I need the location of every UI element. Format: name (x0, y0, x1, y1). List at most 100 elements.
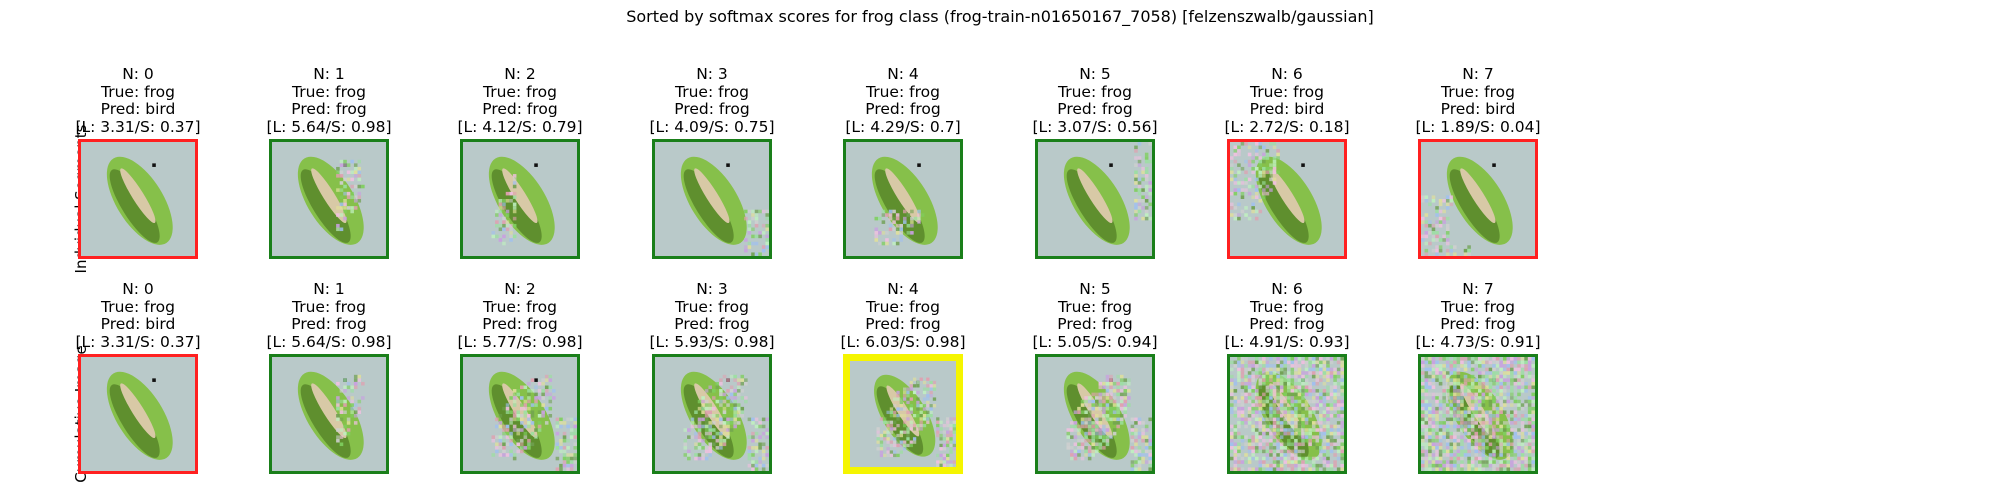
frog-image (1421, 142, 1535, 256)
score-label: [L: 5.05/S: 0.94] (1032, 332, 1158, 351)
score-label: [L: 3.31/S: 0.37] (75, 332, 201, 351)
true-label: True: frog (675, 82, 749, 101)
panel-title: N: 3 True: frog Pred: frog [L: 5.93/S: 0.98… (612, 280, 812, 351)
frog-eye (1109, 163, 1113, 167)
gaussian-noise (1066, 374, 1152, 471)
frog-stripe (885, 168, 921, 224)
panel-index: N: 0 (122, 65, 154, 83)
score-label: [L: 5.64/S: 0.98] (266, 332, 392, 351)
score-label: [L: 1.89/S: 0.04] (1415, 117, 1541, 136)
frog-eye (917, 163, 921, 167)
frog-image (655, 357, 769, 471)
gaussian-noise (491, 374, 577, 471)
pred-label: Pred: frog (1057, 100, 1133, 118)
gaussian-noise (874, 209, 925, 246)
frog-image-panel (1418, 139, 1538, 259)
frog-body (106, 371, 173, 460)
frog-image-panel (460, 139, 580, 259)
frog-image-panel (843, 139, 963, 259)
panel-title: N: 4 True: frog Pred: frog [L: 4.29/S: 0.7] (803, 65, 1003, 136)
frog-body (1446, 156, 1513, 245)
frog-eye (534, 163, 538, 167)
panel-index: N: 4 (887, 280, 919, 298)
frog-image-panel (78, 139, 198, 259)
score-label: [L: 5.64/S: 0.98] (266, 117, 392, 136)
score-label: [L: 3.31/S: 0.37] (75, 117, 201, 136)
true-label: True: frog (1250, 82, 1324, 101)
gaussian-noise (1230, 142, 1280, 221)
frog-stripe (311, 383, 347, 439)
frog-eye (726, 163, 730, 167)
pred-label: Pred: frog (1249, 315, 1325, 333)
frog-image (81, 142, 195, 256)
score-label: [L: 3.07/S: 0.56] (1032, 117, 1158, 136)
true-label: True: frog (866, 297, 940, 316)
panel-index: N: 6 (1271, 65, 1303, 83)
frog-image (655, 142, 769, 256)
panel-index: N: 3 (696, 65, 728, 83)
frog-eye (534, 378, 538, 382)
pred-label: Pred: frog (674, 100, 750, 118)
score-label: [L: 4.73/S: 0.91] (1415, 332, 1541, 351)
pred-label: Pred: frog (482, 100, 558, 118)
score-label: [L: 5.93/S: 0.98] (649, 332, 775, 351)
panel-index: N: 5 (1079, 65, 1111, 83)
pred-label: Pred: bird (1440, 100, 1516, 118)
pred-label: Pred: frog (291, 315, 367, 333)
pred-label: Pred: frog (865, 315, 941, 333)
frog-image (81, 357, 195, 471)
pred-label: Pred: frog (291, 100, 367, 118)
frog-stripe (502, 168, 538, 224)
panel-index: N: 3 (696, 280, 728, 298)
panel-index: N: 7 (1462, 280, 1494, 298)
true-label: True: frog (866, 82, 940, 101)
frog-image-panel (78, 354, 198, 474)
frog-image-panel (1035, 354, 1155, 474)
panel-index: N: 1 (313, 280, 345, 298)
true-label: True: frog (292, 82, 366, 101)
panel-index: N: 5 (1079, 280, 1111, 298)
frog-image (1038, 142, 1152, 256)
frog-shadow (1066, 169, 1117, 243)
panel-title: N: 7 True: frog Pred: bird [L: 1.89/S: 0.04… (1378, 65, 1578, 136)
panel-index: N: 2 (504, 280, 536, 298)
frog-eye (1301, 163, 1305, 167)
score-label: [L: 5.77/S: 0.98] (457, 332, 583, 351)
gaussian-noise (683, 374, 769, 471)
frog-stripe (694, 168, 730, 224)
frog-body (1063, 156, 1130, 245)
true-label: True: frog (483, 297, 557, 316)
gaussian-noise (491, 174, 517, 246)
score-label: [L: 6.03/S: 0.98] (840, 332, 966, 351)
panel-title: N: 3 True: frog Pred: frog [L: 4.09/S: 0.75… (612, 65, 812, 136)
frog-shadow (1258, 169, 1309, 243)
frog-image (463, 142, 577, 256)
figure-title: Sorted by softmax scores for frog class … (626, 7, 1374, 26)
score-label: [L: 2.72/S: 0.18] (1224, 117, 1350, 136)
frog-shadow (683, 169, 734, 243)
score-label: [L: 4.29/S: 0.7] (845, 117, 961, 136)
true-label: True: frog (1058, 82, 1132, 101)
pred-label: Pred: frog (1440, 315, 1516, 333)
frog-stripe (1460, 168, 1496, 224)
frog-image-panel (269, 139, 389, 259)
true-label: True: frog (292, 297, 366, 316)
frog-shadow (1449, 169, 1500, 243)
frog-image (272, 357, 386, 471)
frog-image-panel (652, 354, 772, 474)
frog-eye (1492, 163, 1496, 167)
pred-label: Pred: frog (482, 315, 558, 333)
panel-title: N: 6 True: frog Pred: bird [L: 2.72/S: 0.18… (1187, 65, 1387, 136)
frog-image-panel (843, 354, 963, 474)
frog-image-panel (652, 139, 772, 259)
score-label: [L: 4.91/S: 0.93] (1224, 332, 1350, 351)
frog-image-panel (269, 354, 389, 474)
frog-stripe (1269, 168, 1305, 224)
frog-stripe (1077, 168, 1113, 224)
true-label: True: frog (1441, 297, 1515, 316)
panel-index: N: 7 (1462, 65, 1494, 83)
score-label: [L: 4.09/S: 0.75] (649, 117, 775, 136)
gaussian-noise (1421, 357, 1535, 471)
frog-image (1421, 357, 1535, 471)
panel-title: N: 1 True: frog Pred: frog [L: 5.64/S: 0.98… (229, 65, 429, 136)
